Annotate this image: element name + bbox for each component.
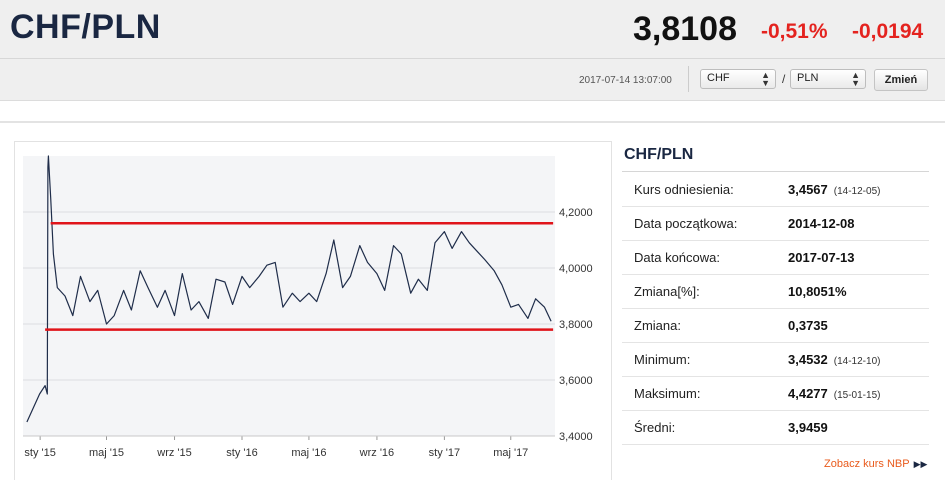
x-tick-label: maj '15 [89,447,124,459]
change-button[interactable]: Zmień [874,69,928,91]
rate-line [26,155,552,423]
info-divider [622,171,929,172]
info-row: Data początkowa: 2014-12-08 [622,206,929,241]
y-tick-label: 3,6000 [559,375,593,387]
from-currency-select[interactable]: CHF ▲ ▼ [700,69,776,89]
plot-area [23,156,555,436]
info-row: Kurs odniesienia: 3,4567 (14-12-05) [622,172,929,207]
from-currency-value: CHF [707,72,730,84]
content-panel [0,121,945,481]
info-row-value: 3,4567 (14-12-05) [788,182,880,197]
info-row: Średni: 3,9459 [622,410,929,445]
x-tick-label: maj '16 [291,447,326,459]
change-absolute: -0,0194 [852,20,924,43]
to-currency-value: PLN [797,72,819,84]
y-tick-label: 3,8000 [559,319,593,331]
change-percent: -0,51% [761,20,828,43]
info-row-value: 0,3735 [788,318,828,333]
info-row-date: (15-01-15) [833,390,881,401]
info-title: CHF/PLN [624,146,694,163]
info-row: Minimum: 3,4532 (14-12-10) [622,342,929,377]
info-row-value-text: 10,8051% [788,284,847,299]
info-row-label: Data początkowa: [634,216,738,231]
x-tick-label: wrz '16 [359,447,395,459]
info-row-value: 3,4532 (14-12-10) [788,352,880,367]
info-row-label: Zmiana: [634,318,681,333]
info-row: Data końcowa: 2017-07-13 [622,240,929,275]
info-row-label: Maksimum: [634,386,701,401]
info-row-value: 2017-07-13 [788,250,855,265]
info-row-value-text: 3,4532 [788,352,828,367]
info-row-label: Zmiana[%]: [634,284,700,299]
info-row-value-text: 2017-07-13 [788,250,855,265]
info-row-value-text: 4,4277 [788,386,828,401]
y-tick-label: 4,2000 [559,207,593,219]
toolbar-separator [688,66,689,92]
nbp-link-label: Zobacz kurs NBP [824,458,910,470]
info-row: Zmiana: 0,3735 [622,308,929,343]
y-tick-label: 3,4000 [559,431,593,443]
y-tick-label: 4,0000 [559,263,593,275]
to-currency-select[interactable]: PLN ▲ ▼ [790,69,866,89]
info-row-date: (14-12-10) [833,356,881,367]
x-tick-label: sty '17 [429,447,460,459]
info-row-value-text: 3,4567 [788,182,828,197]
info-row-date: (14-12-05) [833,186,881,197]
info-row-value-text: 3,9459 [788,420,828,435]
x-tick-label: wrz '15 [156,447,192,459]
quote-header: CHF/PLN 3,8108 -0,51% -0,0194 2017-07-14… [0,0,945,101]
x-tick-label: sty '15 [24,447,55,459]
rate-chart: 3,4000 3,6000 3,8000 4,0000 4,2000 sty '15 maj… [23,155,593,459]
info-row-value-text: 2014-12-08 [788,216,855,231]
info-row-label: Średni: [634,420,676,435]
header-divider [0,58,945,59]
current-rate: 3,8108 [633,10,737,48]
info-row-value: 4,4277 (15-01-15) [788,386,880,401]
select-arrows-icon: ▲ ▼ [761,70,770,88]
double-play-icon: ▶▶ [913,459,928,469]
info-row-value: 3,9459 [788,420,828,435]
info-row: Maksimum: 4,4277 (15-01-15) [622,376,929,411]
info-row-value: 2014-12-08 [788,216,855,231]
info-row-label: Kurs odniesienia: [634,182,734,197]
x-tick-label: sty '16 [226,447,257,459]
quote-timestamp: 2017-07-14 13:07:00 [579,75,672,86]
info-row-value-text: 0,3735 [788,318,828,333]
info-row: Zmiana[%]: 10,8051% [622,274,929,309]
page-title: CHF/PLN [10,8,161,46]
chart-container: 3,4000 3,6000 3,8000 4,0000 4,2000 sty '15 maj… [14,141,612,480]
nbp-rate-link[interactable]: Zobacz kurs NBP ▶▶ [824,458,927,470]
info-row-label: Minimum: [634,352,691,367]
info-row-label: Data końcowa: [634,250,720,265]
currency-separator: / [782,72,786,86]
info-row-value: 10,8051% [788,284,847,299]
x-tick-label: maj '17 [493,447,528,459]
select-arrows-icon: ▲ ▼ [851,70,860,88]
